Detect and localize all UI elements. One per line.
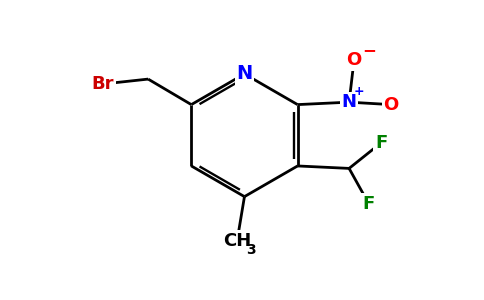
Text: 3: 3 bbox=[246, 243, 256, 256]
Text: N: N bbox=[342, 93, 357, 111]
Text: −: − bbox=[362, 40, 376, 58]
Text: O: O bbox=[383, 96, 398, 114]
Text: O: O bbox=[347, 51, 362, 69]
Text: N: N bbox=[236, 64, 253, 83]
Text: Br: Br bbox=[92, 75, 114, 93]
Text: F: F bbox=[363, 195, 375, 213]
Text: F: F bbox=[375, 134, 387, 152]
Text: CH: CH bbox=[223, 232, 251, 250]
Text: +: + bbox=[354, 85, 364, 98]
